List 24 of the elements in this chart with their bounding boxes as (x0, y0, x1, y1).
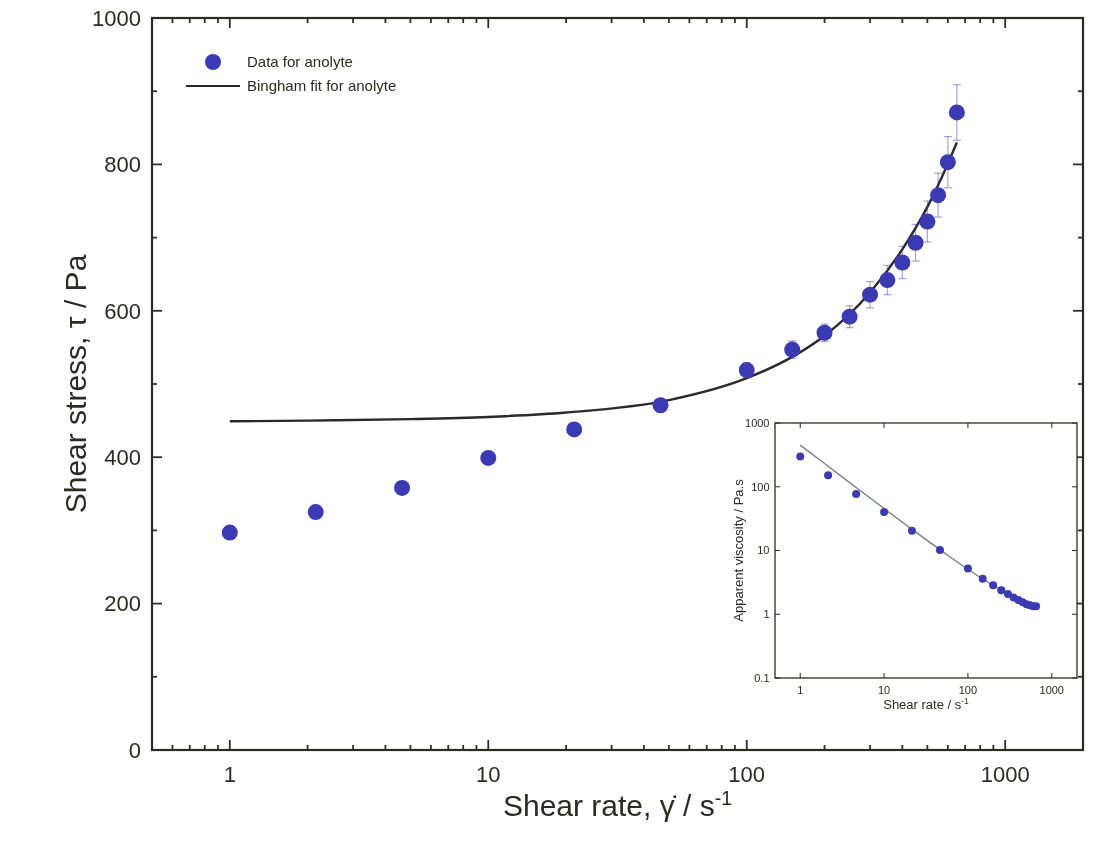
legend-label: Data for anolyte (247, 53, 353, 71)
y-tick-label: 600 (104, 298, 141, 324)
y-tick-label: 0 (128, 737, 141, 763)
y-tick-label: 1000 (92, 5, 141, 31)
y-tick-label: 1 (763, 608, 770, 621)
y-tick-label: 400 (104, 444, 141, 470)
y-tick-label: 0.1 (754, 671, 770, 684)
x-tick-label: 10 (877, 683, 891, 696)
y-tick-label: 1000 (745, 416, 770, 429)
x-tick-label: 1000 (980, 761, 1030, 787)
y-tick-label: 200 (104, 591, 141, 617)
x-tick-label: 1000 (1039, 683, 1064, 696)
legend-label: Bingham fit for anolyte (247, 77, 397, 95)
y-tick-label: 800 (104, 152, 141, 178)
x-tick-label: 100 (958, 683, 978, 696)
y-axis-title: Apparent viscosity / Pa.s (730, 478, 746, 622)
y-axis-title: Shear stress, τ / Pa (58, 254, 92, 514)
x-tick-label: 1 (797, 683, 804, 696)
x-tick-label: 10 (476, 761, 501, 787)
x-tick-label: 1 (223, 761, 236, 787)
x-axis-title: Shear rate / s$^{-1}$ (883, 695, 970, 712)
y-tick-label: 100 (751, 480, 770, 493)
y-tick-label: 10 (757, 544, 770, 557)
x-axis-title: Shear rate, γ̇ / s$^{-1}$ (502, 787, 733, 823)
